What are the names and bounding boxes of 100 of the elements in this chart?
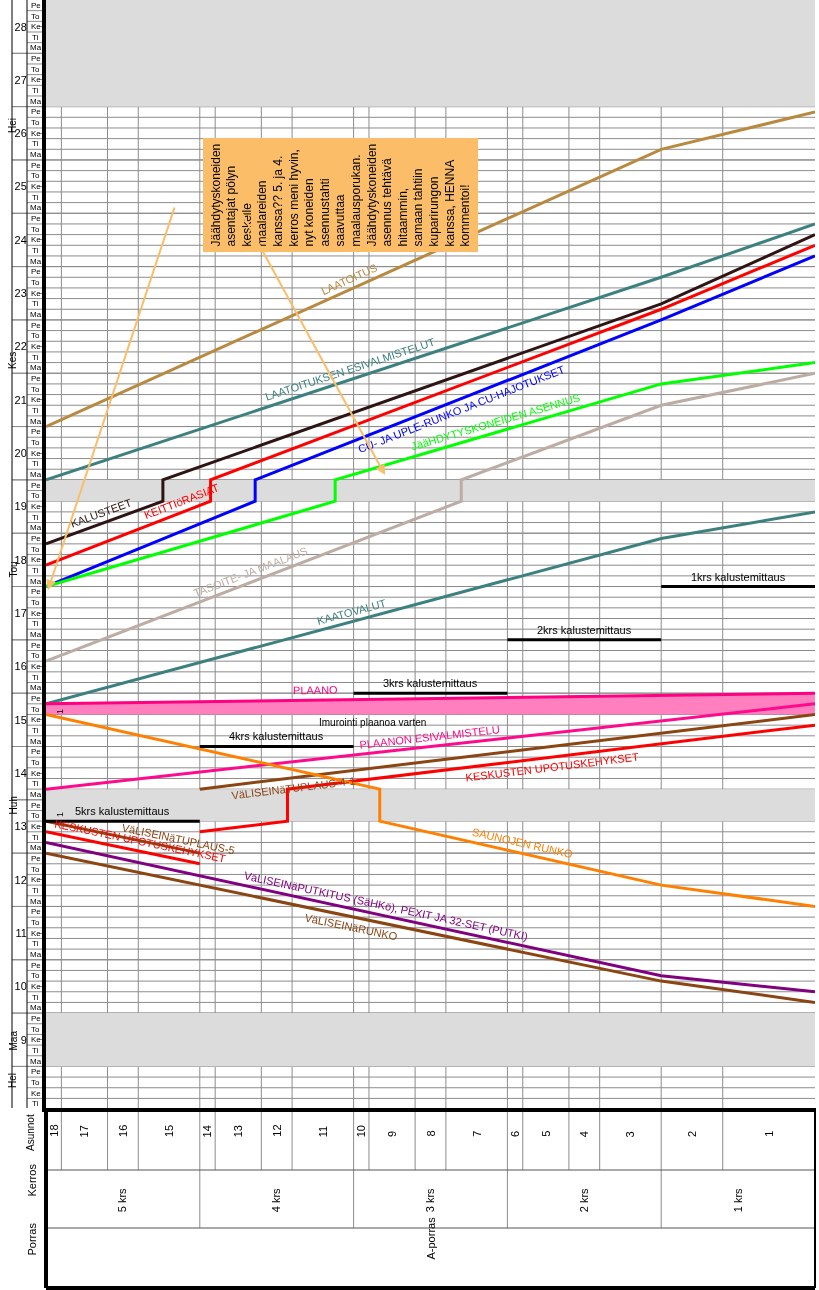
text: Ma: [30, 310, 42, 319]
text: Pe: [31, 214, 42, 223]
text: Ke: [31, 395, 42, 404]
y-tick-label: 25: [14, 180, 27, 193]
text: Ma: [30, 1057, 42, 1066]
text: To: [31, 1078, 40, 1087]
text: Ke: [31, 22, 42, 31]
text: 5: [539, 1130, 552, 1137]
text: 3: [624, 1131, 637, 1138]
y-tick-label: 23: [14, 287, 27, 300]
text: To: [31, 225, 40, 234]
text: Ti: [32, 939, 39, 948]
text: 1: [762, 1130, 775, 1137]
text: Ma: [30, 523, 42, 532]
text: To: [31, 651, 40, 660]
text: Ti: [32, 779, 39, 788]
text: To: [31, 278, 40, 287]
text: Ma: [30, 950, 42, 959]
text: To: [31, 971, 40, 980]
text: A-porras: [424, 1216, 437, 1260]
text: 13: [232, 1125, 245, 1138]
text: To: [31, 385, 40, 394]
y-tick-label: 28: [14, 20, 27, 33]
text: Ma: [30, 790, 42, 799]
y-tick-label: 21: [14, 393, 27, 406]
text: Pe: [31, 854, 42, 863]
text: 18: [47, 1124, 60, 1137]
text: Ke: [31, 449, 42, 458]
text: Ti: [32, 513, 39, 522]
text: Pe: [31, 321, 42, 330]
text: Ke: [31, 609, 42, 618]
text: Ti: [32, 139, 39, 148]
text: Ma: [30, 43, 42, 52]
y-tick-label: 11: [15, 926, 27, 939]
text: Ke: [31, 929, 42, 938]
text: Ke: [31, 342, 42, 351]
text: 9: [386, 1130, 399, 1138]
text: Ti: [32, 33, 39, 42]
x-tick-label: 1 krs: [731, 1187, 744, 1213]
text: 17: [78, 1125, 91, 1138]
text: Ke: [31, 555, 42, 564]
y-tick-label: 17: [14, 607, 27, 620]
text: Ti: [32, 993, 39, 1002]
x-tick-label: 5 krs: [116, 1187, 129, 1213]
text: Ti: [32, 1046, 39, 1055]
text: Pe: [31, 907, 42, 916]
text: Ma: [30, 363, 42, 372]
series-label: 3krs kalustemittaus: [383, 677, 478, 689]
y-tick-label: 16: [14, 660, 27, 673]
series-label: 5krs kalustemittaus: [75, 805, 170, 817]
text: To: [31, 171, 40, 180]
text: 4: [578, 1131, 591, 1138]
text: 11: [317, 1125, 330, 1138]
series-label: 1krs kalustemittaus: [691, 571, 786, 583]
text: Pe: [31, 534, 42, 543]
text: 2: [685, 1130, 698, 1137]
text: Ti: [32, 726, 39, 735]
text: To: [31, 331, 40, 340]
y-tick-label: 20: [14, 447, 27, 460]
y-tick-label: 19: [14, 500, 27, 513]
text: Ke: [31, 182, 42, 191]
y-tick-label: 15: [14, 713, 27, 726]
text: Ti: [32, 193, 39, 202]
x-tick-label: 3 krs: [424, 1187, 437, 1213]
text: Ke: [31, 715, 42, 724]
text: To: [31, 438, 40, 447]
text: Ti: [32, 619, 39, 628]
text: Ti: [32, 1099, 39, 1108]
y-tick-label: 12: [14, 873, 27, 886]
y-tick-label: 13: [14, 820, 27, 833]
text: 10: [355, 1125, 368, 1138]
text: Ti: [32, 406, 39, 415]
text: Ti: [32, 886, 39, 895]
series-label: PLAANO: [292, 683, 339, 697]
text: Ma: [30, 737, 42, 746]
y-tick-label: 10: [14, 980, 27, 993]
x-tick-label: 2 krs: [577, 1187, 590, 1213]
text: Ma: [30, 843, 42, 852]
text: Ma: [30, 257, 42, 266]
text: Ma: [30, 683, 42, 692]
text: Porras: [25, 1222, 38, 1256]
text: To: [31, 491, 40, 500]
text: To: [31, 598, 40, 607]
text: Ma: [30, 203, 42, 212]
text: Asunnot: [25, 1114, 36, 1151]
text: Ke: [31, 235, 42, 244]
text: Pe: [31, 161, 42, 170]
text: Maa: [7, 1030, 19, 1051]
text: To: [31, 811, 40, 820]
text: Ti: [32, 673, 39, 682]
text: To: [31, 65, 40, 74]
text: 7: [470, 1130, 483, 1137]
text: Ti: [32, 353, 39, 362]
text: Pe: [31, 1014, 42, 1023]
text: To: [31, 918, 40, 927]
text: Ke: [31, 982, 42, 991]
text: Pe: [31, 961, 42, 970]
text: Ma: [30, 470, 42, 479]
text: Ti: [32, 299, 39, 308]
text: 8: [424, 1130, 437, 1137]
